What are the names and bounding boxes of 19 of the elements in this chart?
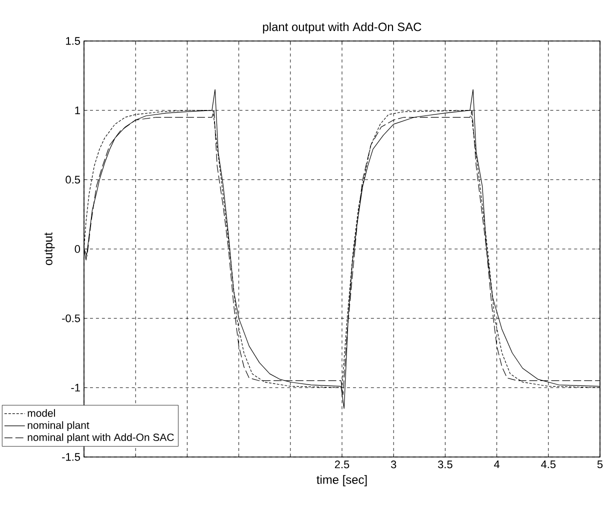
legend-label: model (28, 409, 55, 417)
y-tick-label: -1.5 (62, 453, 80, 461)
legend-label: nominal plant (28, 421, 90, 431)
y-tick-label: 0 (74, 245, 80, 253)
legend-label: nominal plant with Add-On SAC (28, 433, 174, 444)
y-tick-label: 1.5 (66, 37, 80, 45)
x-tick-label: 4.5 (541, 460, 556, 468)
x-tick-label: 3.5 (438, 460, 452, 468)
y-axis-title: output (44, 232, 55, 266)
x-axis-title: time [sec] (316, 475, 367, 486)
chart-title: plant output with Add-On SAC (263, 22, 422, 34)
y-tick-label: -1 (71, 384, 80, 392)
y-tick-label: 1 (75, 106, 80, 114)
x-tick-label: 2.5 (334, 460, 350, 468)
x-tick-label: 4 (494, 460, 500, 468)
x-tick-label: 3 (390, 460, 396, 468)
x-tick-label: 5 (597, 460, 603, 468)
y-tick-label: -0.5 (62, 314, 80, 322)
y-tick-label: 0.5 (66, 176, 80, 184)
